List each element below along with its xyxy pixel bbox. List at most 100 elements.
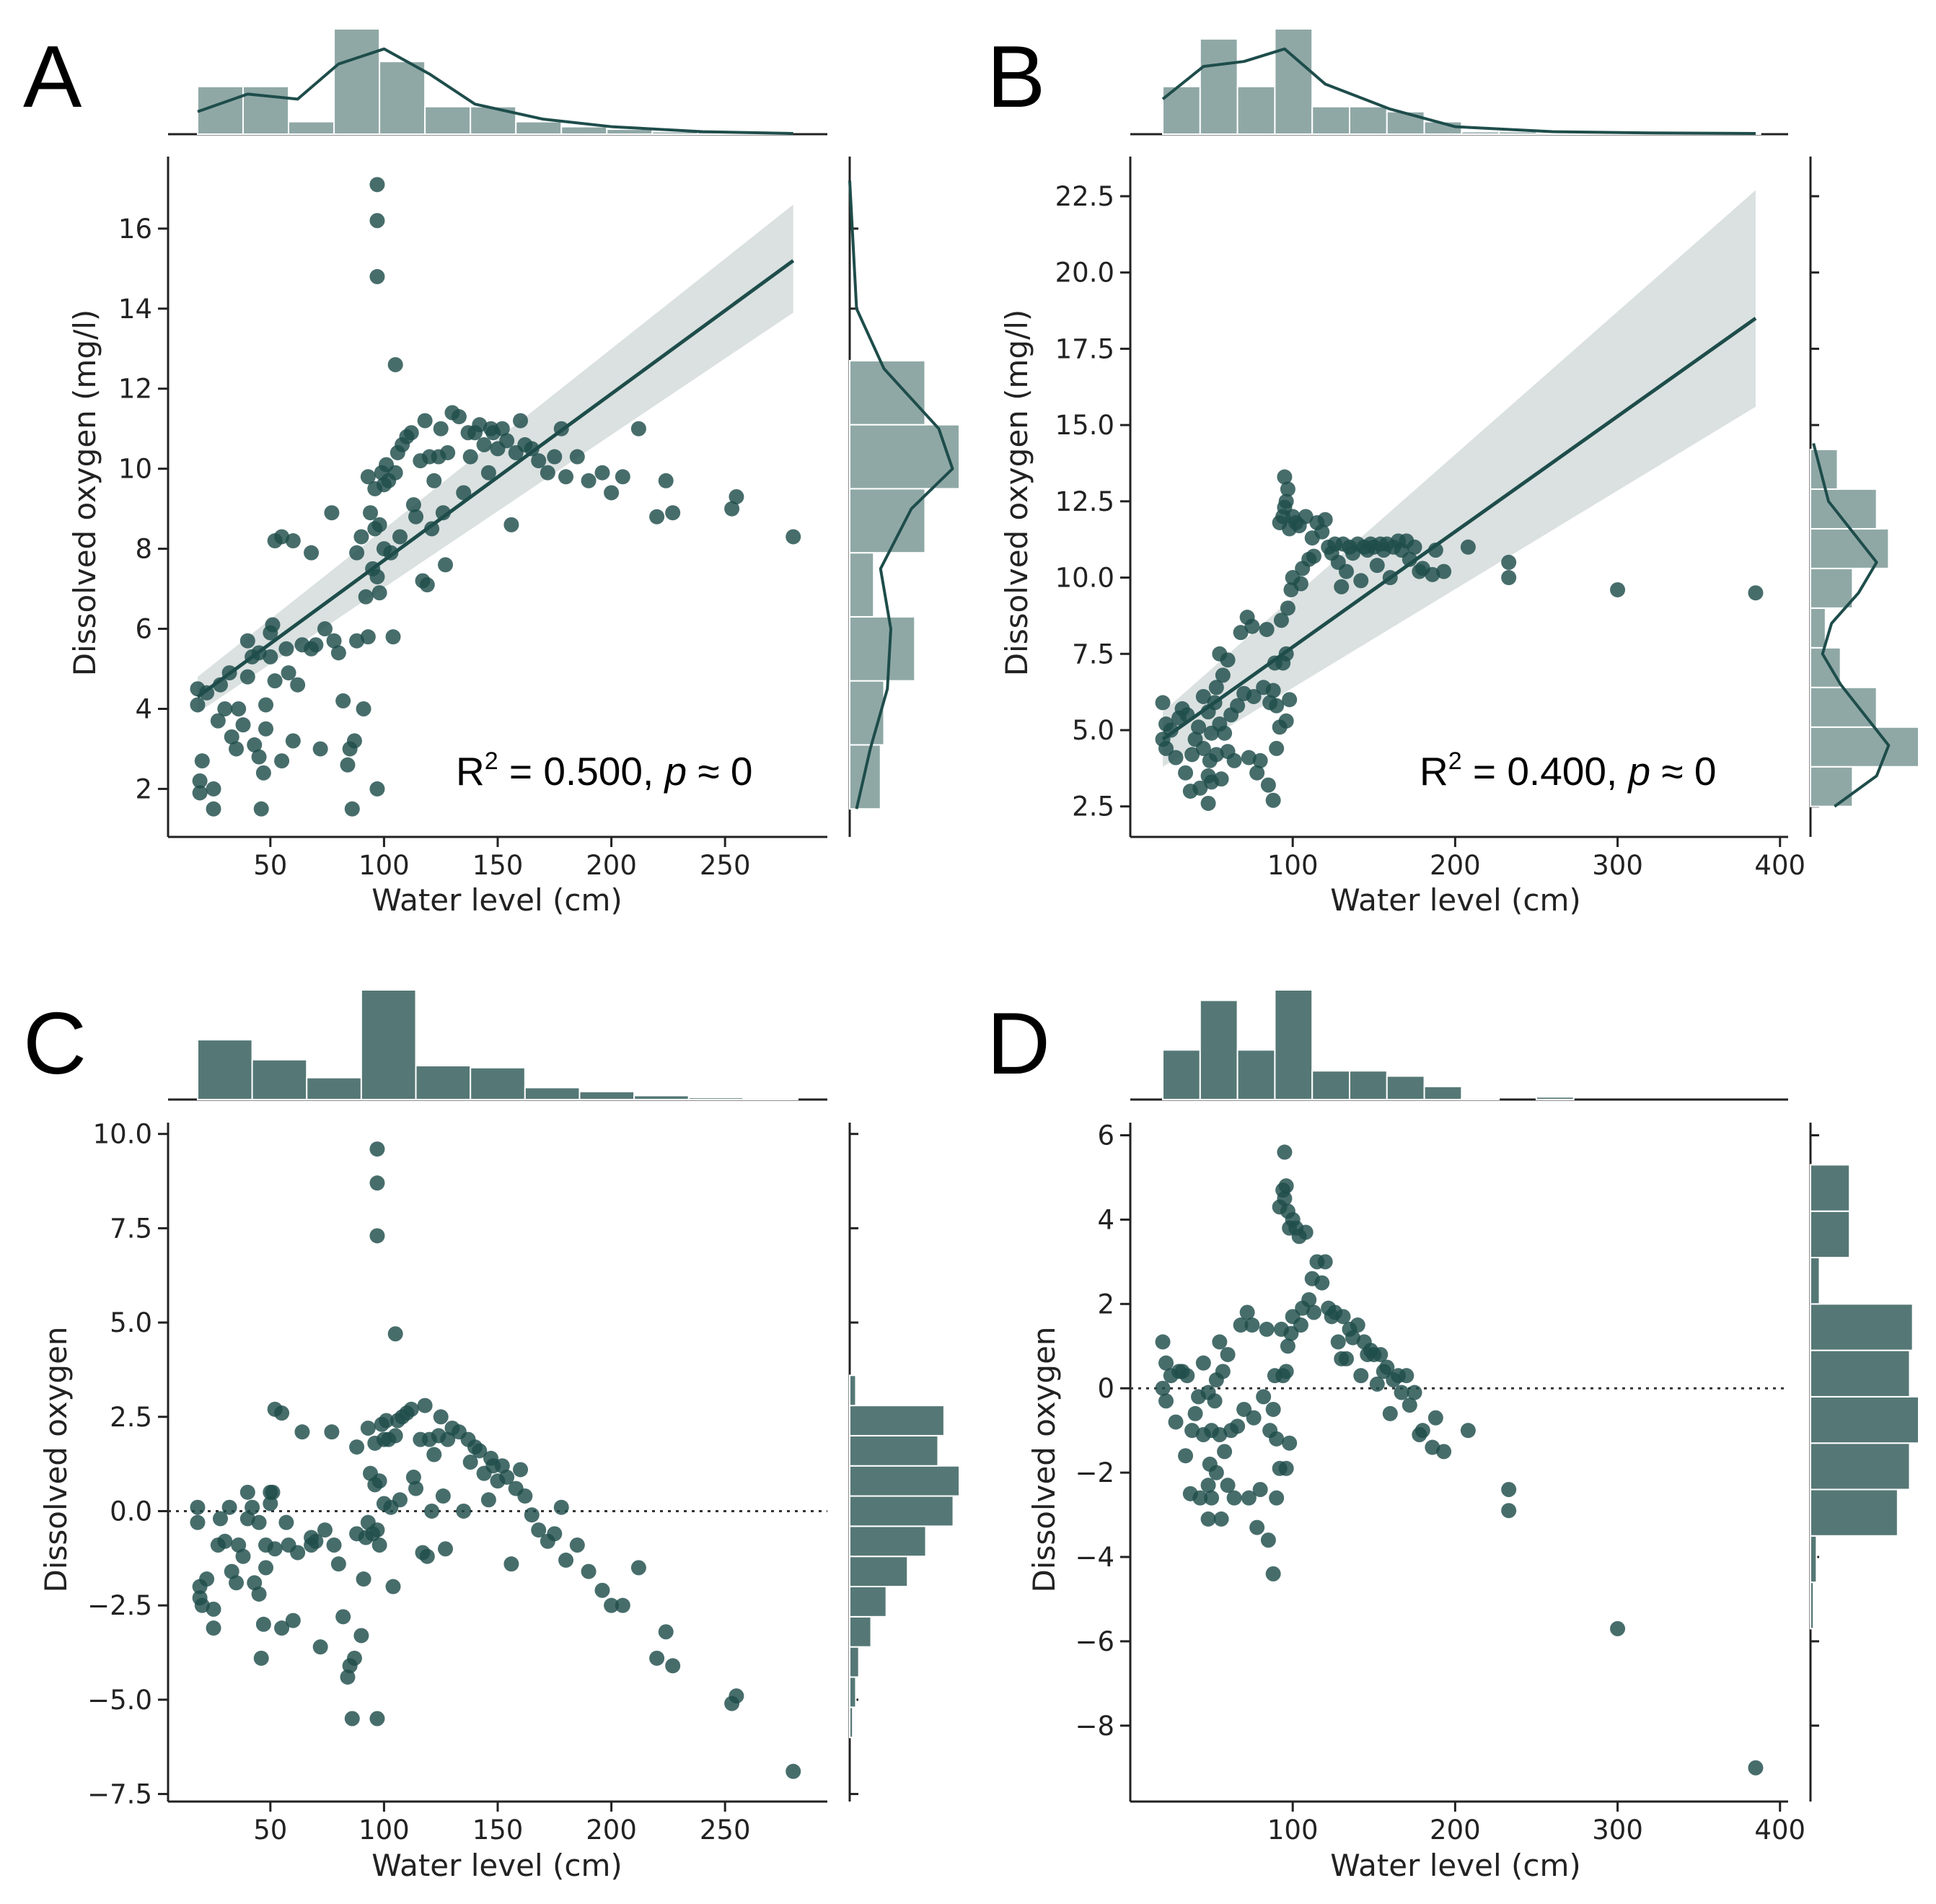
panel-d-data-point bbox=[1158, 1393, 1174, 1409]
panel-c-data-point bbox=[531, 1522, 547, 1538]
panel-d-marginal-x bbox=[1130, 989, 1788, 1101]
panel-c-data-point bbox=[278, 1514, 294, 1530]
panel-c-data-point bbox=[324, 1424, 340, 1440]
panel-c-data-point bbox=[456, 1503, 472, 1519]
panel-c-data-point bbox=[387, 1428, 403, 1444]
panel-b-marginal-x-bar bbox=[1349, 105, 1388, 135]
panel-c-data-point bbox=[212, 1511, 228, 1527]
panel-a-data-point bbox=[217, 701, 233, 716]
panel-b-data-point bbox=[1317, 512, 1333, 527]
panel-a-data-point bbox=[658, 473, 674, 488]
panel-a-data-point bbox=[363, 505, 379, 521]
panel-a-data-point bbox=[353, 529, 369, 545]
panel-b-y-axis-label: Dissolved oxygen (mg/l) bbox=[999, 310, 1034, 677]
panel-c-data-point bbox=[403, 1401, 419, 1417]
panel-c-marginal-y-bar bbox=[849, 1495, 954, 1527]
panel-a-marginal-x-bar bbox=[379, 61, 426, 135]
panel-a-marginal-y bbox=[848, 157, 960, 837]
panel-b-marginal-x-kde bbox=[1161, 47, 1756, 135]
panel-a-data-point bbox=[480, 465, 496, 481]
panel-c: C 50 100 150 200 250 −7.5 −5.0 −2.5 0.0 2.5 5.0 7.5… bbox=[23, 989, 960, 1883]
panel-a-marginal-y-kde bbox=[848, 180, 954, 810]
panel-d-data-point bbox=[1293, 1317, 1308, 1333]
panel-d-data-point bbox=[1277, 1144, 1293, 1160]
panel-d-data-point bbox=[1184, 1423, 1200, 1439]
panel-a-marginal-x-bar bbox=[333, 28, 381, 135]
panel-d-data-point bbox=[1280, 1338, 1295, 1354]
panel-c-data-point bbox=[405, 1469, 421, 1485]
panel-d-data-point bbox=[1192, 1490, 1208, 1506]
panel-c-data-point bbox=[360, 1420, 376, 1436]
panel-d-data-point bbox=[1427, 1410, 1443, 1426]
panel-c-data-point bbox=[308, 1533, 324, 1549]
panel-d-marginal-x-bar bbox=[1199, 999, 1238, 1100]
panel-c-data-point bbox=[424, 1503, 440, 1519]
panel-c-y-tick-label: −5.0 bbox=[87, 1685, 152, 1716]
panel-c-data-point bbox=[665, 1658, 681, 1674]
panel-a-data-point bbox=[317, 621, 333, 637]
panel-d-data-point bbox=[1414, 1423, 1430, 1439]
panel-a-data-point bbox=[360, 469, 376, 485]
panel-d-plot bbox=[1129, 1123, 1788, 1803]
panel-a-confidence-band bbox=[197, 204, 793, 714]
panel-d-marginal-y-bar bbox=[1810, 1395, 1919, 1444]
panel-c-data-point bbox=[344, 1711, 360, 1727]
panel-c-marginal-y-bar bbox=[849, 1405, 945, 1436]
panel-c-data-point bbox=[217, 1533, 233, 1549]
panel-a-data-point bbox=[356, 701, 371, 716]
panel-c-marginal-y-bar bbox=[849, 1586, 887, 1618]
panel-c-y-tick-label: 5.0 bbox=[110, 1307, 152, 1338]
panel-d-data-point bbox=[1298, 1224, 1314, 1240]
panel-a-x-tick-label: 150 bbox=[472, 850, 524, 881]
panel-b-marginal-x-bar bbox=[1274, 28, 1314, 135]
panel-c-data-point bbox=[558, 1552, 574, 1568]
panel-b-data-point bbox=[1259, 621, 1275, 637]
panel-d-y-tick-label: 0 bbox=[1097, 1373, 1114, 1404]
panel-c-data-point bbox=[340, 1669, 356, 1685]
panel-d-marginal-y-bar bbox=[1810, 1349, 1911, 1398]
panel-d-data-point bbox=[1269, 1431, 1285, 1447]
panel-b-data-point bbox=[1282, 692, 1298, 708]
panel-a-data-point bbox=[308, 637, 324, 653]
panel-d-data-point bbox=[1207, 1393, 1223, 1409]
panel-c-marginal-y-bar bbox=[849, 1676, 857, 1708]
panel-a-y-tick-label: 4 bbox=[135, 693, 152, 724]
panel-c-data-point bbox=[649, 1650, 665, 1666]
panel-b-marginal-x-bar bbox=[1461, 131, 1500, 135]
panel-c-data-point bbox=[369, 1228, 385, 1244]
panel-b-ticks: 100 200 300 400 2.5 5.0 7.5 10.0 12.5 15.0 17.5 20.… bbox=[1055, 181, 1805, 881]
panel-c-data-point bbox=[255, 1616, 271, 1632]
panel-b-data-point bbox=[1226, 753, 1242, 768]
panel-c-y-tick-label: 2.5 bbox=[110, 1402, 152, 1433]
panel-a-data-point bbox=[369, 781, 385, 797]
panel-c-marginal-y-bar bbox=[849, 1556, 909, 1588]
panel-d-marginal-x-bar bbox=[1236, 1049, 1276, 1100]
panel-a-data-point bbox=[274, 753, 290, 769]
panel-b-y-tick-label: 12.5 bbox=[1055, 486, 1114, 517]
panel-a-data-point bbox=[265, 617, 281, 633]
panel-b-data-point bbox=[1306, 548, 1321, 564]
panel-d-data-point bbox=[1256, 1389, 1272, 1405]
panel-d-data-point bbox=[1460, 1423, 1476, 1439]
panel-c-data-point bbox=[251, 1514, 267, 1530]
panel-a-data-point bbox=[387, 356, 403, 372]
panel-d-marginal-x-bar bbox=[1311, 1070, 1350, 1100]
panel-d-data-point bbox=[1168, 1414, 1184, 1430]
panel-c-data-point bbox=[615, 1597, 630, 1613]
panel-b-data-point bbox=[1265, 792, 1281, 808]
panel-a-data-point bbox=[281, 665, 296, 681]
panel-b-data-point bbox=[1407, 539, 1422, 555]
panel-b-data-point bbox=[1184, 747, 1200, 763]
panel-b-data-point bbox=[1298, 509, 1314, 525]
panel-d-data-point bbox=[1155, 1380, 1171, 1396]
panel-c-data-point bbox=[392, 1492, 408, 1508]
panel-d-data-point bbox=[1277, 1190, 1293, 1206]
panel-a-regression-line bbox=[196, 259, 795, 698]
panel-c-data-point bbox=[369, 1711, 385, 1727]
panel-c-marginal-y-bar bbox=[849, 1646, 860, 1678]
panel-c-marginal-x-bar bbox=[578, 1090, 635, 1100]
panel-b-data-point bbox=[1269, 740, 1285, 756]
panel-a-data-point bbox=[210, 713, 226, 729]
panel-a-data-point bbox=[239, 633, 255, 649]
panel-d-data-point bbox=[1501, 1503, 1517, 1519]
